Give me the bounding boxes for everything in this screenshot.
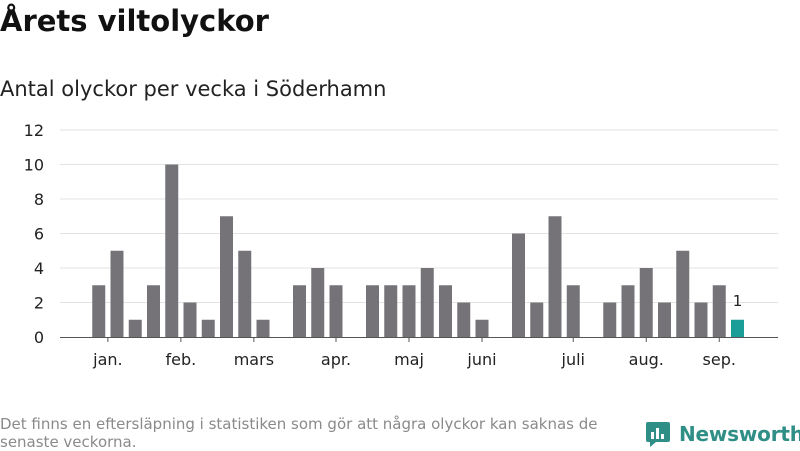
bar-highlight bbox=[731, 319, 744, 337]
bar bbox=[676, 250, 690, 337]
bar bbox=[329, 285, 343, 337]
y-tick-label: 0 bbox=[34, 328, 44, 347]
brand-name: Newsworthy bbox=[679, 422, 800, 446]
bar bbox=[220, 216, 233, 337]
bar bbox=[694, 302, 708, 337]
bar bbox=[366, 285, 379, 337]
bar bbox=[457, 302, 471, 337]
x-tick-label: mars bbox=[234, 350, 274, 369]
bar bbox=[110, 250, 124, 337]
y-tick-label: 10 bbox=[24, 156, 44, 175]
data-label: 1 bbox=[733, 292, 743, 310]
bar bbox=[311, 268, 325, 337]
newsworthy-logo-icon bbox=[646, 422, 670, 447]
bar bbox=[147, 285, 160, 337]
y-tick-label: 12 bbox=[24, 121, 44, 140]
bar bbox=[439, 285, 452, 337]
bar bbox=[256, 319, 270, 337]
bar bbox=[621, 285, 635, 337]
bar bbox=[238, 250, 252, 337]
page-title: Årets viltolyckor bbox=[0, 4, 269, 38]
bar bbox=[201, 319, 215, 337]
bar-chart: 0 2 4 6 8 10 12 1 jan. feb. mars apr. maj juni juli aug… bbox=[24, 121, 778, 369]
bar bbox=[128, 319, 142, 337]
bar bbox=[293, 285, 306, 337]
x-tick-label: juni bbox=[466, 350, 496, 369]
x-tick-label: apr. bbox=[321, 350, 351, 369]
bar bbox=[639, 268, 653, 337]
bar bbox=[475, 319, 489, 337]
bar bbox=[512, 233, 525, 337]
x-tick-label: jan. bbox=[92, 350, 122, 369]
bar bbox=[402, 285, 416, 337]
y-tick-label: 2 bbox=[34, 294, 44, 313]
x-tick-label: feb. bbox=[166, 350, 197, 369]
bar bbox=[420, 268, 434, 337]
brand-logo[interactable]: Newsworthy bbox=[645, 420, 800, 448]
x-tick-label: maj bbox=[394, 350, 424, 369]
y-tick-label: 4 bbox=[34, 259, 44, 278]
bar bbox=[566, 285, 580, 337]
bar bbox=[530, 302, 544, 337]
chart-subtitle: Antal olyckor per vecka i Söderhamn bbox=[0, 77, 387, 101]
x-tick-label: aug. bbox=[629, 350, 664, 369]
bar bbox=[658, 302, 671, 337]
footnote: Det finns en eftersläpning i statistiken… bbox=[0, 415, 598, 451]
y-tick-label: 6 bbox=[34, 225, 44, 244]
y-tick-label: 8 bbox=[34, 190, 44, 209]
bar bbox=[548, 216, 562, 337]
x-tick-label: sep. bbox=[703, 350, 736, 369]
bar bbox=[165, 164, 179, 337]
bar bbox=[183, 302, 197, 337]
bar bbox=[92, 285, 106, 337]
bar bbox=[603, 302, 617, 337]
x-tick-label: juli bbox=[561, 350, 585, 369]
bar bbox=[384, 285, 398, 337]
bar bbox=[712, 285, 726, 337]
